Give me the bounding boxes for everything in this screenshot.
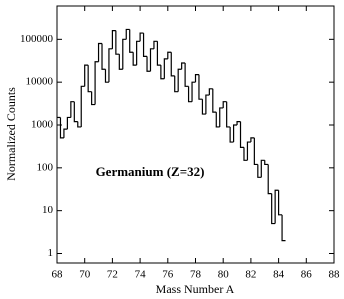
histogram-step — [274, 189, 279, 224]
x-tick-label: 74 — [135, 269, 147, 281]
histogram-step — [91, 91, 96, 106]
histogram-step — [84, 64, 89, 87]
histogram-step — [101, 43, 106, 70]
x-tick-label: 80 — [218, 269, 230, 281]
x-tick-label: 70 — [79, 269, 91, 281]
histogram-step — [184, 63, 189, 87]
histogram-step — [142, 33, 148, 57]
histogram-step — [278, 190, 283, 216]
histogram-step — [236, 121, 241, 125]
x-tick-label: 86 — [301, 269, 313, 281]
histogram-step — [246, 141, 251, 161]
y-tick-label: 1 — [48, 247, 54, 259]
histogram-step — [281, 214, 286, 242]
x-tick-label: 72 — [107, 269, 118, 281]
histogram-step — [191, 81, 196, 102]
y-tick-label: 100 — [37, 161, 54, 173]
x-tick-label: 82 — [245, 269, 256, 281]
histogram-step — [250, 137, 255, 143]
histogram-step — [160, 65, 165, 80]
histogram-step — [70, 101, 75, 118]
x-tick-label: 76 — [162, 269, 174, 281]
histogram-step — [187, 86, 193, 103]
histogram-step — [239, 121, 244, 148]
histogram-step — [167, 51, 172, 59]
histogram-step — [104, 69, 109, 83]
histogram-step — [222, 101, 227, 108]
histogram-step — [226, 101, 231, 128]
annotation: Germanium (Z=32) — [96, 164, 205, 179]
y-tick-label: 1000 — [31, 119, 54, 131]
histogram-step — [219, 107, 224, 127]
histogram-step — [132, 52, 137, 66]
histogram-step — [181, 62, 186, 70]
histogram-step — [63, 128, 68, 138]
x-tick-label: 84 — [273, 269, 285, 281]
histogram-step — [174, 75, 179, 93]
histogram-step — [153, 40, 158, 49]
x-axis-label: Mass Number A — [156, 282, 235, 296]
histogram-step — [267, 164, 272, 195]
y-tick-label: 10 — [42, 204, 54, 216]
histogram-step — [122, 38, 127, 70]
histogram-step — [212, 88, 217, 113]
histogram-step — [257, 164, 262, 178]
histogram-step — [260, 159, 265, 178]
histogram-step — [198, 74, 203, 100]
histogram-step — [77, 121, 82, 128]
x-tick-label: 78 — [190, 269, 202, 281]
histogram-step — [80, 85, 85, 127]
histogram-step — [163, 58, 168, 79]
x-tick-label: 88 — [329, 269, 341, 281]
histogram-step — [136, 40, 141, 66]
histogram-step — [129, 29, 134, 53]
histogram-step — [111, 29, 116, 49]
histogram-step — [108, 48, 113, 83]
histogram-step — [97, 42, 103, 62]
histogram-step — [156, 41, 161, 66]
histogram-step — [87, 65, 92, 93]
histogram-step — [232, 124, 238, 143]
histogram-step — [73, 101, 78, 123]
histogram-step — [229, 126, 234, 143]
histogram-step — [215, 112, 220, 128]
histogram-step — [243, 147, 248, 161]
histogram-step — [94, 61, 99, 105]
histogram-step — [125, 28, 130, 40]
histogram-step — [149, 48, 154, 72]
histogram-step — [139, 32, 144, 42]
histogram-step — [271, 193, 276, 225]
histogram-step — [170, 52, 175, 77]
histogram-step — [177, 68, 182, 92]
histogram-step — [208, 88, 213, 96]
y-tick-label: 10000 — [26, 76, 54, 88]
histogram-step — [118, 54, 123, 70]
x-tick-label: 68 — [52, 269, 64, 281]
y-tick-label: 100000 — [20, 33, 54, 45]
histogram-step — [59, 117, 64, 139]
histogram-step — [205, 94, 210, 115]
y-axis-label: Normalized Counts — [4, 87, 18, 181]
histogram-step — [194, 74, 199, 83]
histogram-step — [253, 137, 258, 166]
histogram-step — [146, 56, 151, 72]
histogram-step — [201, 99, 206, 115]
histogram-step — [264, 160, 269, 166]
histogram-step — [66, 116, 71, 130]
histogram-step — [115, 30, 120, 55]
